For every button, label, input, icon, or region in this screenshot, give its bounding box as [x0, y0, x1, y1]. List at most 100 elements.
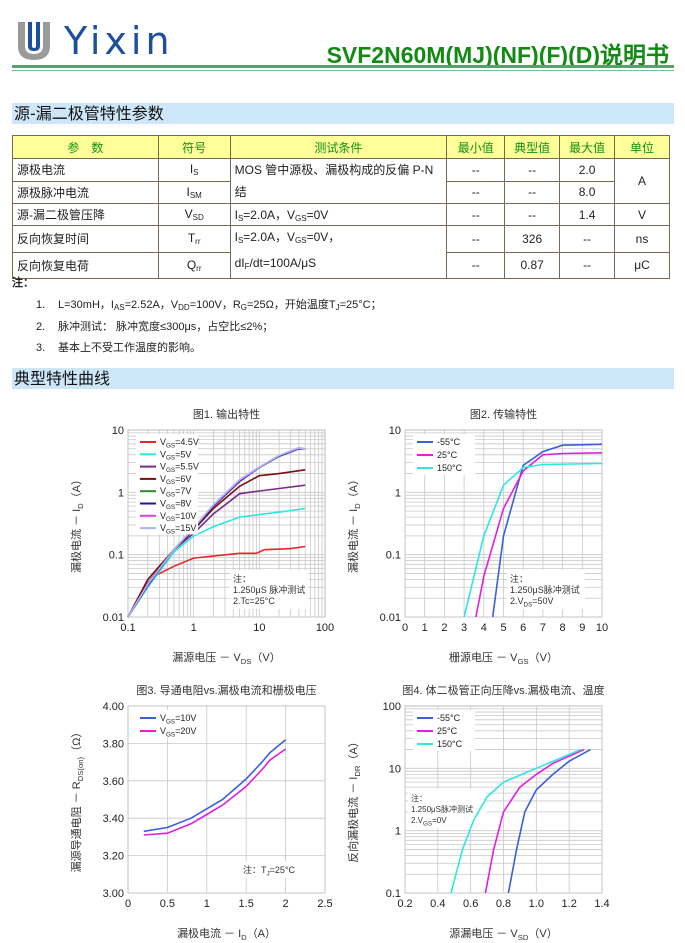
text: 基本上不受工作温度的影响。: [58, 342, 201, 354]
note-text: 基本上不受工作温度的影响。: [58, 342, 201, 354]
y-tick-label: 10: [112, 425, 124, 437]
label-text: （A）: [70, 474, 83, 503]
label-text: =20V: [175, 726, 196, 736]
label-text: 25°C: [437, 450, 458, 460]
y-tick-label: 1: [118, 487, 124, 499]
col-header-unit: 单位: [614, 135, 670, 159]
label-text: V: [160, 511, 166, 521]
x-axis-label: 漏源电压 － VDS（V）: [172, 650, 280, 666]
symbol-cell: VSD: [157, 203, 231, 226]
text: =0V，: [306, 230, 341, 244]
condition-line: IS=2.0A，VGS=0V，: [235, 226, 443, 252]
legend-background: [136, 434, 198, 535]
subscript: GS: [166, 718, 175, 725]
note-line: 1.250μS脉冲测试: [411, 804, 473, 814]
y-tick-label: 10: [389, 425, 401, 437]
legend-label: VGS=15V: [160, 523, 196, 535]
col-header-min: 最小值: [446, 135, 506, 159]
series-line: [143, 739, 287, 833]
text: I: [234, 208, 238, 222]
x-tick-label: 0.6: [463, 898, 478, 910]
legend-label: VGS=20V: [160, 726, 196, 738]
label-text: V: [160, 474, 166, 484]
note-line: 2.Tc=25°C: [233, 596, 275, 606]
label-text: V: [160, 437, 166, 447]
param-cell: 源-漏二极管压降: [12, 203, 159, 226]
typ-cell: --: [504, 203, 561, 226]
label-text: （A）: [347, 474, 360, 503]
header-rule-thin: [12, 70, 674, 71]
label-text: 2.V: [411, 816, 424, 825]
brand-name: Yixin: [64, 19, 174, 63]
legend-label: 150°C: [437, 739, 463, 749]
symbol-cell: ISM: [157, 180, 231, 204]
y-tick-label: 1: [395, 826, 401, 838]
y-tick-label: 0.1: [386, 550, 401, 562]
label-text: V: [160, 499, 166, 509]
x-axis-label: 栅源电压 － VGS（V）: [449, 650, 558, 666]
label-text: -55°C: [437, 437, 461, 447]
chart-title: 图1. 输出特性: [193, 407, 260, 421]
y-tick-label: 3.80: [103, 738, 124, 750]
x-tick-label: 1.5: [239, 898, 254, 910]
legend-label: VGS=4.5V: [160, 437, 199, 449]
text: =25°C；: [339, 299, 382, 311]
label-text: =15V: [175, 523, 196, 533]
series-line: [484, 748, 585, 894]
subscript: GS: [166, 479, 175, 486]
subscript: F: [244, 262, 250, 271]
label-text: 注：: [233, 573, 251, 584]
x-tick-label: 3: [461, 622, 467, 634]
condition-cell: MOS 管中源极、漏极构成的反偏 P-N 结: [229, 158, 448, 204]
label-text: （A）: [347, 736, 360, 765]
note-number: 1.: [36, 299, 46, 311]
subscript: rr: [195, 237, 201, 247]
subscript: AS: [113, 303, 125, 312]
legend-label: VGS=10V: [160, 713, 196, 725]
document-title: SVF2N60M(MJ)(NF)(F)(D)说明书: [326, 42, 669, 68]
subscript: DR: [353, 765, 362, 777]
x-tick-label: 2.5: [317, 898, 332, 910]
x-tick-label: 0.4: [430, 898, 445, 910]
label-text: V: [160, 449, 166, 459]
symbol-cell: IS: [157, 158, 231, 182]
typ-cell: --: [504, 180, 561, 204]
note-line: 2.VGS=0V: [411, 816, 447, 827]
text: =0V: [306, 208, 329, 222]
subscript: GS: [166, 504, 175, 511]
label-text: V: [160, 726, 166, 736]
subscript: GS: [166, 467, 175, 474]
chart-title: 图2. 传输特性: [470, 407, 537, 421]
subscript: GS: [166, 455, 175, 462]
x-tick-label: 5: [500, 622, 506, 634]
label-text: 1.250μS 脉冲测试: [233, 584, 305, 595]
series-line: [127, 469, 306, 618]
label-text: =5.5V: [175, 462, 199, 472]
label-text: 注：: [510, 573, 528, 584]
series-line: [491, 443, 603, 618]
notes-heading: 注：: [12, 276, 34, 289]
legend-label: VGS=10V: [160, 511, 196, 523]
table-row: 源-漏二极管压降 VSD IS=2.0A，VGS=0V -- -- 1.4 V: [12, 203, 670, 226]
subscript: D: [76, 503, 85, 509]
label-text: 1.250μS脉冲测试: [510, 584, 580, 595]
y-axis-label: 漏极电流 － ID（A）: [69, 474, 85, 573]
series-line: [143, 748, 287, 836]
y-tick-label: 10: [389, 763, 401, 775]
label-text: =0V: [432, 816, 447, 825]
typ-cell: 0.87: [504, 251, 561, 279]
condition-line: dIF/dt=100A/μS: [235, 252, 443, 278]
text: /dt=100A/μS: [249, 256, 317, 270]
text: L=30mH，I: [58, 299, 114, 311]
label-text: V: [160, 462, 166, 472]
note-background: [230, 570, 308, 609]
x-tick-label: 4: [481, 622, 487, 634]
col-header-symbol: 符号: [157, 135, 231, 159]
text: MOS 管中源极、漏极构成的反偏 P-N 结: [234, 163, 434, 199]
legend-label: VGS=5.5V: [160, 462, 199, 474]
text: V: [184, 207, 193, 221]
legend-label: VGS=6V: [160, 474, 191, 486]
label-text: 150°C: [437, 739, 463, 749]
